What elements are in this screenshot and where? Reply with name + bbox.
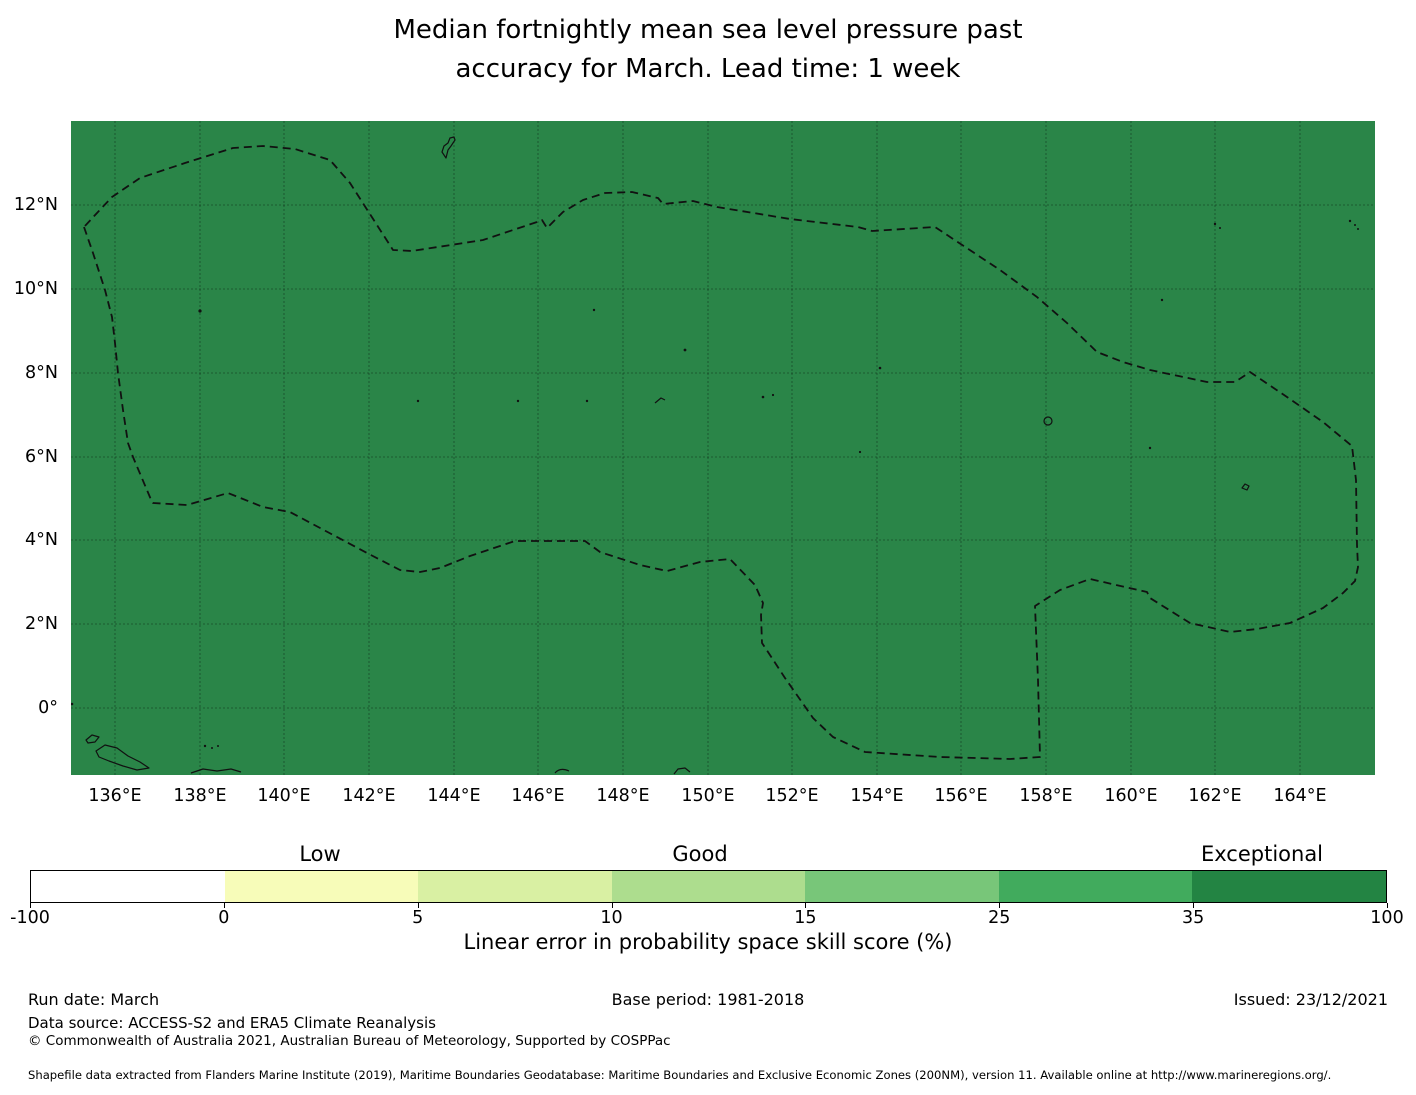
islet-icon (592, 308, 596, 312)
ocean-fill (71, 121, 1375, 775)
lon-tick-label: 148°E (596, 786, 650, 806)
islet-icon (1219, 227, 1221, 229)
colorbar-tick (611, 903, 613, 908)
lon-tick-label: 162°E (1188, 786, 1242, 806)
lon-tick-label: 136°E (88, 786, 142, 806)
colorbar-tick-label: 15 (794, 908, 817, 928)
lat-tick-label: 4°N (25, 530, 58, 550)
graticule (71, 121, 1375, 775)
islet-icon (211, 747, 213, 749)
islet-icon (1357, 228, 1359, 230)
manus-icon (673, 767, 691, 775)
colorbar-segment (611, 871, 806, 902)
lon-tick-label: 160°E (1104, 786, 1158, 806)
islet-icon (516, 399, 520, 403)
islet-icon (761, 395, 765, 399)
colorbar-tick-label: 10 (600, 908, 623, 928)
colorbar-category-label: Low (299, 842, 341, 866)
lon-tick-label: 142°E (342, 786, 396, 806)
lon-tick-label: 164°E (1273, 786, 1327, 806)
colorbar-segment (1192, 871, 1387, 902)
footer-shapefile-note: Shapefile data extracted from Flanders M… (28, 1068, 1332, 1082)
lon-tick-label: 146°E (511, 786, 565, 806)
colorbar-segment (224, 871, 419, 902)
footer-base-period: Base period: 1981-2018 (611, 990, 805, 1009)
lat-tick-label: 12°N (13, 195, 58, 215)
lat-tick-label: 2°N (25, 614, 58, 634)
map-svg (70, 121, 1375, 775)
lon-tick-label: 144°E (427, 786, 481, 806)
colorbar-segment (998, 871, 1193, 902)
islet-icon (70, 702, 74, 706)
chuuk-icon (654, 397, 666, 404)
biak-icon (85, 734, 100, 744)
colorbar-axis-label: Linear error in probability space skill … (463, 930, 953, 954)
lat-tick-label: 0° (38, 698, 58, 718)
colorbar-tick-label: 35 (1182, 908, 1205, 928)
islet-icon (878, 366, 882, 370)
colorbar-category-label: Good (672, 842, 728, 866)
colorbar (30, 870, 1387, 903)
colorbar-segment (31, 871, 225, 902)
chart-title-line2: accuracy for March. Lead time: 1 week (455, 54, 961, 84)
islet-icon (1348, 219, 1352, 223)
colorbar-tick (223, 903, 225, 908)
islet-icon (217, 745, 219, 747)
islet-icon (416, 399, 420, 403)
lon-tick-label: 152°E (765, 786, 819, 806)
islet-icon (771, 393, 775, 397)
colorbar-tick (805, 903, 807, 908)
islands-group (70, 136, 1359, 775)
lon-tick-label: 140°E (257, 786, 311, 806)
colorbar-tick (30, 903, 31, 908)
islet-icon (1354, 224, 1356, 226)
colorbar-tick (999, 903, 1001, 908)
islet-icon (1148, 446, 1152, 450)
colorbar-segment (805, 871, 999, 902)
lon-tick-label: 158°E (1019, 786, 1073, 806)
colorbar-tick-label: 25 (988, 908, 1011, 928)
islet-icon (203, 744, 207, 748)
lat-tick-label: 8°N (25, 363, 58, 383)
yapen-icon (95, 744, 150, 771)
footer-copyright: © Commonwealth of Australia 2021, Austra… (28, 1033, 671, 1049)
colorbar-tick-label: 0 (218, 908, 230, 928)
lon-tick-label: 138°E (173, 786, 227, 806)
colorbar-tick (1387, 903, 1388, 908)
islet-icon (198, 309, 202, 313)
lat-tick-label: 10°N (13, 279, 58, 299)
islet-icon (1213, 222, 1217, 226)
islet-icon (585, 399, 589, 403)
lat-tick-label: 6°N (25, 447, 58, 467)
footer-issued-date: Issued: 23/12/2021 (1233, 990, 1388, 1009)
colorbar-tick-label: -100 (10, 908, 50, 928)
colorbar-tick-label: 100 (1370, 908, 1404, 928)
kosrae-icon (1241, 483, 1250, 491)
small-coast-icon (554, 768, 570, 774)
lon-tick-label: 150°E (681, 786, 735, 806)
colorbar-tick (1193, 903, 1195, 908)
colorbar-segment (418, 871, 612, 902)
chart-title-line1: Median fortnightly mean sea level pressu… (393, 15, 1023, 45)
map-plot (70, 121, 1375, 775)
islet-icon (1160, 298, 1164, 302)
footer-run-date: Run date: March (28, 990, 160, 1009)
islet-icon (858, 450, 862, 454)
colorbar-tick (417, 903, 419, 908)
colorbar-tick-label: 5 (412, 908, 424, 928)
lon-tick-label: 154°E (850, 786, 904, 806)
footer-data-source: Data source: ACCESS-S2 and ERA5 Climate … (28, 1014, 436, 1032)
islet-icon (683, 348, 687, 352)
guam-icon (441, 136, 456, 159)
colorbar-category-label: Exceptional (1200, 842, 1324, 866)
lon-tick-label: 156°E (934, 786, 988, 806)
atoll-icon (1043, 416, 1053, 426)
png-coast-icon (190, 768, 242, 774)
eez-dashed-boundary (83, 145, 1359, 760)
chart-title: Median fortnightly mean sea level pressu… (0, 11, 1416, 89)
